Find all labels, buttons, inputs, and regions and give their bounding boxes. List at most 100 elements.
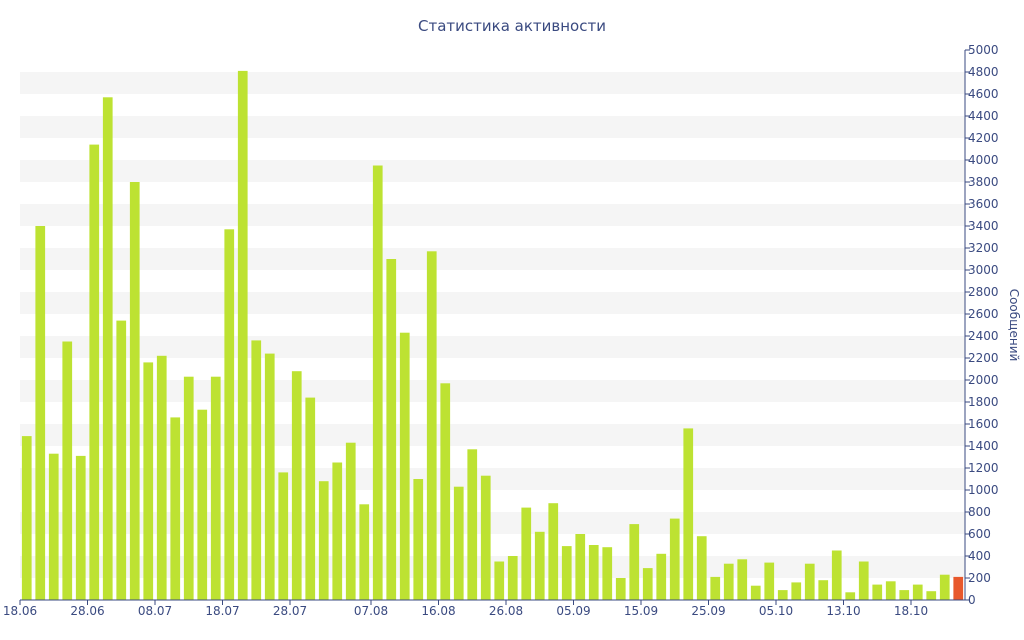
bar[interactable] [534, 531, 545, 600]
bar[interactable] [48, 453, 59, 600]
bar[interactable] [669, 518, 680, 600]
grid-band [20, 248, 965, 270]
y-axis-label: Сообщений [1007, 289, 1021, 362]
bar[interactable] [224, 229, 235, 601]
bar[interactable] [737, 559, 748, 600]
bar[interactable] [548, 503, 559, 600]
bar[interactable] [845, 592, 856, 600]
bar[interactable] [399, 332, 410, 600]
bar-highlight[interactable] [953, 576, 964, 600]
bar[interactable] [129, 182, 140, 600]
bar[interactable] [696, 536, 707, 600]
x-tick-label: 18.06 [3, 604, 37, 618]
bar[interactable] [332, 462, 343, 601]
grid-band [20, 72, 965, 94]
bar[interactable] [143, 362, 154, 600]
bar[interactable] [210, 376, 221, 600]
bar[interactable] [237, 70, 248, 600]
bar[interactable] [575, 534, 586, 600]
y-tick-label: 2200 [968, 351, 999, 365]
y-tick-label: 400 [968, 549, 991, 563]
bar[interactable] [831, 550, 842, 601]
bar[interactable] [21, 436, 32, 600]
grid-band [20, 336, 965, 358]
bar[interactable] [372, 165, 383, 601]
y-tick-label: 1000 [968, 483, 999, 497]
bar[interactable] [858, 561, 869, 601]
bar[interactable] [75, 455, 86, 600]
bar[interactable] [629, 524, 640, 600]
bar[interactable] [183, 376, 194, 600]
y-tick-label: 1200 [968, 461, 999, 475]
bar[interactable] [777, 590, 788, 600]
y-tick-label: 3600 [968, 197, 999, 211]
bar[interactable] [413, 479, 424, 600]
bar[interactable] [750, 585, 761, 600]
bar[interactable] [926, 591, 937, 600]
bar[interactable] [453, 486, 464, 600]
bar[interactable] [723, 563, 734, 600]
x-tick-label: 05.10 [759, 604, 793, 618]
bar[interactable] [264, 353, 275, 600]
bar[interactable] [791, 582, 802, 600]
y-tick-label: 2800 [968, 285, 999, 299]
grid-band [20, 292, 965, 314]
bar[interactable] [710, 576, 721, 600]
bar[interactable] [602, 547, 613, 600]
bar[interactable] [305, 397, 316, 600]
bar[interactable] [872, 584, 883, 600]
bar[interactable] [35, 226, 46, 600]
y-tick-label: 5000 [968, 43, 999, 57]
y-tick-label: 3400 [968, 219, 999, 233]
bar[interactable] [588, 545, 599, 600]
bar[interactable] [615, 578, 626, 600]
chart-title: Статистика активности [418, 17, 606, 35]
bar[interactable] [345, 442, 356, 600]
bar[interactable] [683, 428, 694, 600]
bar[interactable] [818, 580, 829, 600]
x-tick-label: 18.10 [894, 604, 928, 618]
x-tick-label: 07.08 [354, 604, 388, 618]
bar[interactable] [507, 556, 518, 600]
bar[interactable] [89, 144, 100, 600]
bar[interactable] [656, 553, 667, 600]
y-tick-label: 3200 [968, 241, 999, 255]
bar[interactable] [386, 259, 397, 600]
bar[interactable] [899, 590, 910, 600]
bar[interactable] [764, 562, 775, 600]
bar[interactable] [426, 251, 437, 601]
bar[interactable] [561, 546, 572, 600]
bar[interactable] [494, 561, 505, 601]
bar[interactable] [170, 417, 181, 600]
bar[interactable] [440, 383, 451, 600]
bar[interactable] [278, 472, 289, 600]
x-tick-label: 28.07 [273, 604, 307, 618]
x-tick-label: 13.10 [826, 604, 860, 618]
bar[interactable] [318, 481, 329, 600]
bar[interactable] [291, 371, 302, 600]
bar[interactable] [912, 584, 923, 600]
x-ticks: 18.06 28.06 08.07 18.07 28.07 07.08 16.08 26.08… [3, 600, 928, 618]
y-tick-label: 2000 [968, 373, 999, 387]
grid-bands [20, 72, 965, 578]
bar[interactable] [467, 449, 478, 600]
bar[interactable] [102, 97, 113, 601]
bar[interactable] [359, 504, 370, 600]
bar[interactable] [521, 507, 532, 600]
x-tick-label: 18.07 [205, 604, 239, 618]
bar[interactable] [62, 341, 73, 601]
bar[interactable] [804, 563, 815, 600]
bar[interactable] [197, 409, 208, 600]
bar[interactable] [480, 475, 491, 600]
bar[interactable] [642, 568, 653, 600]
bar[interactable] [156, 355, 167, 600]
bar[interactable] [885, 581, 896, 600]
grid-band [20, 204, 965, 226]
bar[interactable] [116, 320, 127, 600]
bar[interactable] [251, 340, 262, 600]
y-ticks: 0 200 400 600 800 1000 1200 1400 1600 1800 2000 220… [965, 43, 999, 607]
y-tick-label: 0 [968, 593, 976, 607]
y-tick-label: 1400 [968, 439, 999, 453]
x-tick-label: 05.09 [556, 604, 590, 618]
bar[interactable] [939, 574, 950, 600]
